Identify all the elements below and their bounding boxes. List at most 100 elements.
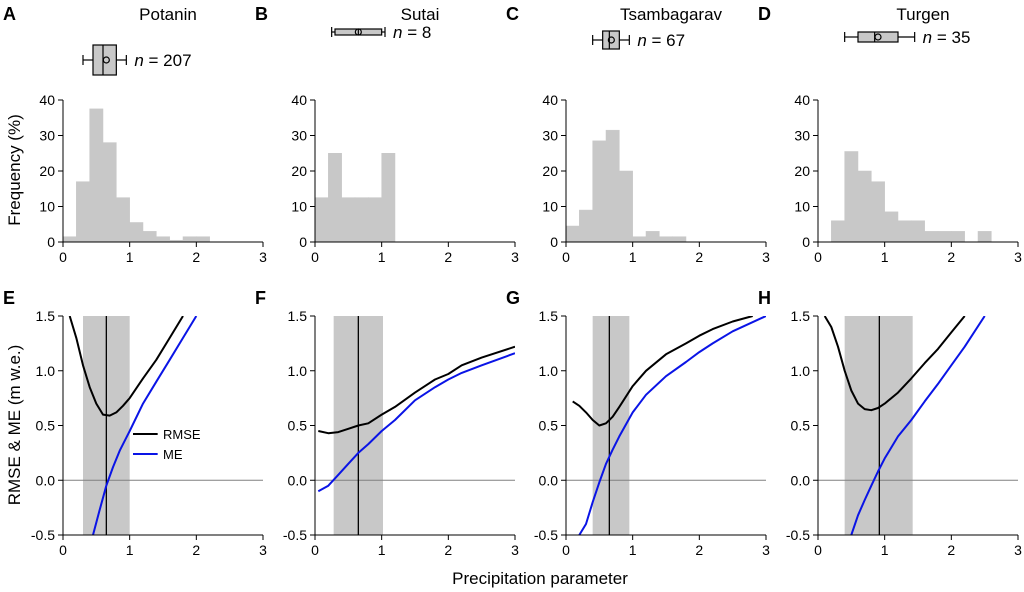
panel-b-n-value: = 8 [402,23,431,42]
panel-a-n-value: = 207 [144,51,192,70]
panel-a-x-tick-label-1: 1 [126,249,134,265]
panel-d-title: Turgen [896,5,949,24]
panel-h-y-tick-label-4: 1.5 [791,308,811,324]
panel-e-y-tick-label-1: 0.0 [36,472,56,488]
panel-g-series-me [578,316,766,535]
panel-f-y-tick-label-0: -0.5 [283,527,307,543]
panel-b-x-tick-label-0: 0 [311,249,319,265]
panel-d-letter: D [758,4,771,24]
panel-h-series-rmse [823,316,966,412]
panel-b-y-tick-label-1: 10 [291,199,307,215]
panel-c-y-tick-label-1: 10 [542,199,558,215]
panel-e-x-tick-label-2: 2 [192,542,200,558]
panel-g-y-tick-label-4: 1.5 [539,308,559,324]
panel-e-x-tick-label-0: 0 [59,542,67,558]
panel-f: F -0.5 0.0 0.5 1.0 1.5 0 1 2 3 [255,288,519,558]
panel-f-x-tick-label-2: 2 [444,542,452,558]
panel-h-y-tick-label-2: 0.5 [791,418,811,434]
panel-c-x-tick-label-3: 3 [762,249,770,265]
panel-e: E -0.5 0.0 0.5 1.0 1.5 0 1 2 3 RMSE ME [3,288,267,558]
panel-g-x-tick-label-3: 3 [762,542,770,558]
panel-h-y-tick-label-1: 0.0 [791,472,811,488]
panel-b-title: Sutai [401,5,440,24]
panel-f-y-tick-label-3: 1.0 [288,363,308,379]
panel-a-bar-9 [182,236,197,243]
panel-c-n-value: = 67 [647,31,685,50]
panel-d-bar-7 [924,231,939,243]
panel-h-series-me [850,316,986,535]
panel-c-n-label: n = 67 [637,31,685,50]
panel-d-bar-2 [857,170,872,243]
panel-e-x-tick-label-3: 3 [259,542,267,558]
panel-a-y-tick-label-2: 20 [39,163,55,179]
panel-a-title: Potanin [139,5,197,24]
panel-d-box [857,31,899,43]
panel-e-y-tick-label-3: 1.0 [36,363,56,379]
panel-d-n-symbol: n [923,28,932,47]
panel-d-n-value: = 35 [932,28,970,47]
panel-d-x-tick-label-0: 0 [814,249,822,265]
panel-c-y-tick-label-4: 40 [542,92,558,108]
panel-b-bar-1 [328,153,342,243]
panel-f-letter: F [255,288,266,308]
panel-b-letter: B [255,4,268,24]
panel-h-shaded-range [844,316,913,535]
panel-c-letter: C [506,4,519,24]
panel-c-bar-1 [579,209,593,243]
panel-b-x-tick-label-3: 3 [511,249,519,265]
panel-f-series-me [317,352,515,493]
panel-e-y-tick-label-4: 1.5 [36,308,56,324]
panel-a-bar-3 [102,142,117,243]
panel-h-x-tick-label-0: 0 [814,542,822,558]
panel-b-n-label: n = 8 [393,23,431,42]
panel-b-x-tick-label-2: 2 [444,249,452,265]
panel-d-bar-5 [897,220,912,243]
panel-d: D Turgen n = 35 0 10 20 30 40 0 1 2 3 [758,4,1022,265]
panel-a-bar-5 [129,222,144,243]
panel-e-letter: E [3,288,15,308]
panel-b-bar-4 [368,197,382,243]
panel-f-y-tick-label-2: 0.5 [288,418,308,434]
panel-d-bar-9 [951,231,965,243]
panel-b-y-tick-label-2: 20 [291,163,307,179]
bottom-row-y-axis-label: RMSE & ME (m w.e.) [5,345,24,506]
panel-c-bar-4 [619,170,633,243]
panel-c-y-tick-label-2: 20 [542,163,558,179]
panel-b-x-tick-label-1: 1 [378,249,386,265]
panel-d-y-tick-label-1: 10 [794,199,810,215]
panel-g-y-tick-label-3: 1.0 [539,363,559,379]
panel-a-bar-7 [156,236,170,243]
panel-b-y-tick-label-3: 30 [291,128,307,144]
panel-g-y-tick-label-1: 0.0 [539,472,559,488]
top-row-y-axis-label: Frequency (%) [5,114,24,225]
panel-f-series-rmse [318,345,515,435]
panel-f-x-tick-label-1: 1 [378,542,386,558]
panel-d-y-tick-label-0: 0 [802,234,810,250]
panel-c-bar-8 [672,236,687,243]
panel-b-mean-marker [354,28,362,36]
panel-b-n-symbol: n [393,23,402,42]
panel-a-x-tick-label-0: 0 [59,249,67,265]
panel-f-x-tick-label-0: 0 [311,542,319,558]
panel-h-letter: H [758,288,771,308]
panel-a-x-tick-label-3: 3 [259,249,267,265]
panel-a-bar-2 [89,108,104,243]
panel-h-y-tick-label-3: 1.0 [791,363,811,379]
panel-d-bar-0 [831,220,845,243]
panel-g-letter: G [506,288,520,308]
panel-f-y-tick-label-4: 1.5 [288,308,308,324]
panel-h-x-tick-label-2: 2 [947,542,955,558]
panel-a-letter: A [3,4,16,24]
panel-d-n-label: n = 35 [923,28,971,47]
panel-e-series-rmse [68,316,184,417]
shared-x-axis-label: Precipitation parameter [452,569,628,588]
panel-c-bar-6 [645,231,660,243]
panel-a-y-tick-label-1: 10 [39,199,55,215]
panel-a-box [92,44,117,76]
panel-b-bar-5 [381,153,396,243]
panel-d-bar-8 [937,231,952,243]
panel-e-y-tick-label-0: -0.5 [31,527,55,543]
